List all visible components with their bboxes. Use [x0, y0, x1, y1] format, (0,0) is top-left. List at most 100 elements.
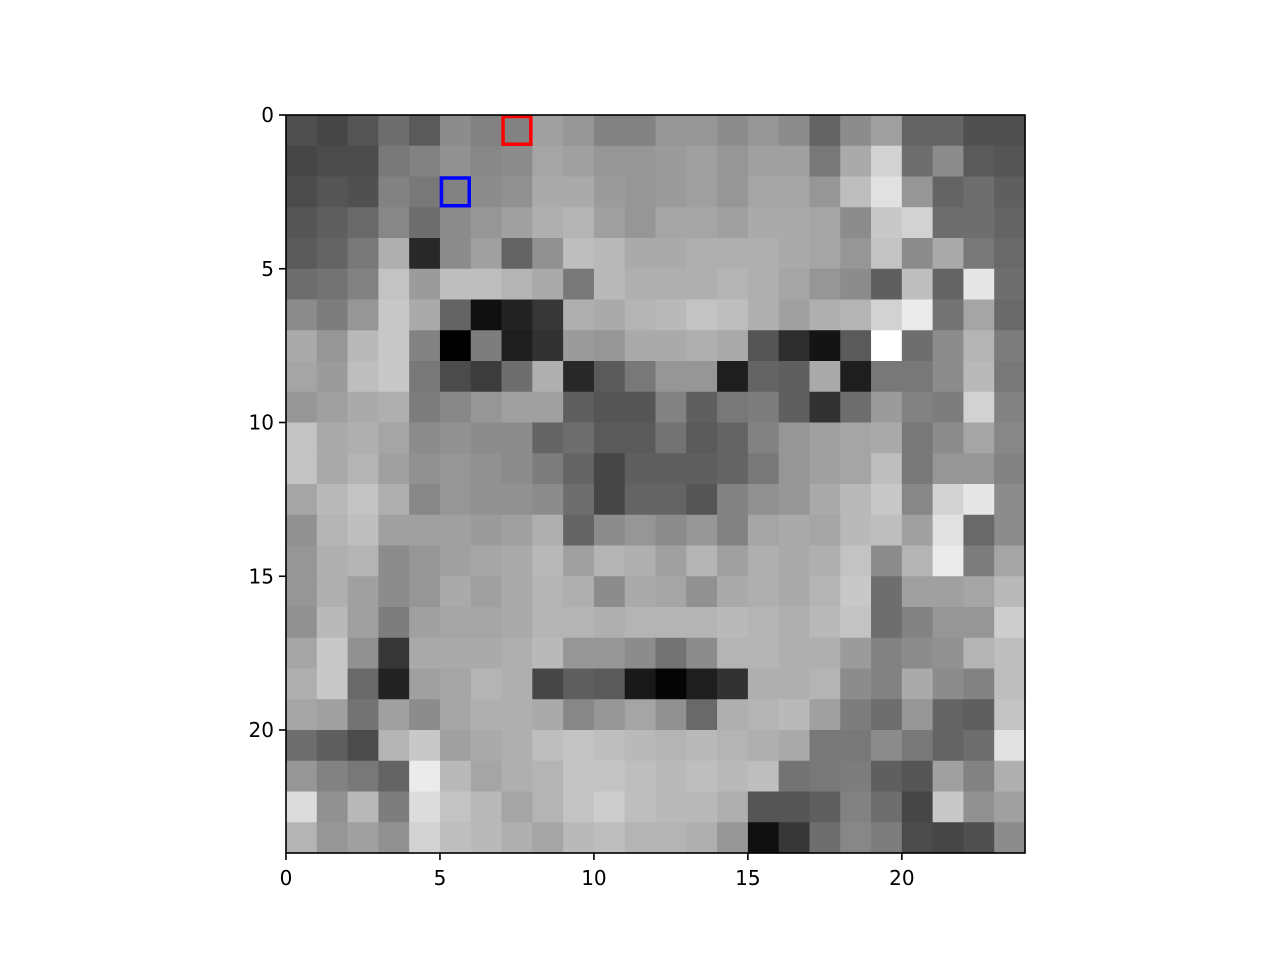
heatmap-cell-r15-c11 [624, 576, 657, 608]
heatmap-cell-r21-c6 [470, 760, 503, 793]
heatmap-cell-r19-c23 [994, 699, 1026, 731]
heatmap-cell-r1-c19 [871, 145, 903, 178]
heatmap-cell-r17-c19 [871, 637, 903, 670]
heatmap-cell-r12-c22 [963, 484, 995, 516]
heatmap-cell-r4-c15 [747, 238, 780, 270]
heatmap-cell-r15-c23 [994, 576, 1026, 608]
heatmap-cell-r22-c10 [593, 791, 626, 823]
heatmap-cell-r14-c6 [470, 545, 503, 577]
heatmap-cell-r10-c17 [809, 422, 841, 454]
heatmap-cell-r0-c13 [686, 115, 718, 147]
heatmap-cell-r3-c8 [532, 207, 564, 239]
heatmap-cell-r4-c10 [593, 238, 626, 270]
heatmap-cell-r17-c0 [286, 637, 318, 670]
heatmap-cell-r12-c14 [717, 484, 749, 516]
heatmap-cell-r11-c7 [501, 453, 533, 485]
heatmap-cell-r15-c3 [378, 576, 410, 608]
heatmap-cell-r11-c8 [532, 453, 564, 485]
heatmap-cell-r3-c16 [778, 207, 811, 239]
heatmap-cell-r13-c21 [932, 514, 965, 547]
heatmap-cell-r16-c9 [563, 607, 595, 639]
heatmap-cell-r15-c13 [686, 576, 718, 608]
heatmap-cell-r6-c12 [655, 299, 687, 331]
heatmap-cell-r17-c10 [593, 637, 626, 670]
heatmap-cell-r14-c3 [378, 545, 410, 577]
heatmap-cell-r6-c11 [624, 299, 657, 331]
heatmap-cell-r9-c18 [840, 391, 872, 424]
heatmap-cell-r13-c2 [347, 514, 379, 547]
heatmap-cell-r10-c8 [532, 422, 564, 454]
heatmap-cell-r12-c4 [409, 484, 441, 516]
heatmap-cell-r14-c4 [409, 545, 441, 577]
heatmap-cell-r18-c2 [347, 668, 379, 700]
heatmap-cell-r7-c6 [470, 330, 503, 362]
heatmap-cell-r23-c10 [593, 822, 626, 854]
heatmap-cell-r1-c2 [347, 145, 379, 178]
heatmap-cell-r4-c20 [901, 238, 934, 270]
heatmap-cell-r9-c17 [809, 391, 841, 424]
heatmap-cell-r15-c1 [316, 576, 349, 608]
heatmap-cell-r1-c10 [593, 145, 626, 178]
heatmap-cell-r11-c0 [286, 453, 318, 485]
heatmap-cell-r14-c14 [717, 545, 749, 577]
heatmap-cell-r3-c2 [347, 207, 379, 239]
heatmap-cell-r2-c12 [655, 176, 687, 208]
heatmap-cell-r16-c22 [963, 607, 995, 639]
heatmap-cell-r5-c7 [501, 268, 533, 301]
heatmap-cell-r3-c19 [871, 207, 903, 239]
heatmap-cell-r1-c14 [717, 145, 749, 178]
heatmap-cell-r21-c14 [717, 760, 749, 793]
heatmap-cell-r8-c11 [624, 361, 657, 393]
heatmap-cell-r11-c22 [963, 453, 995, 485]
heatmap-cell-r18-c22 [963, 668, 995, 700]
heatmap-cell-r18-c3 [378, 668, 410, 700]
heatmap-cell-r9-c5 [439, 391, 472, 424]
heatmap-cell-r3-c20 [901, 207, 934, 239]
heatmap-cell-r14-c5 [439, 545, 472, 577]
heatmap-cell-r19-c19 [871, 699, 903, 731]
heatmap-cell-r5-c13 [686, 268, 718, 301]
heatmap-cell-r14-c21 [932, 545, 965, 577]
heatmap-cell-r16-c1 [316, 607, 349, 639]
heatmap-cell-r19-c12 [655, 699, 687, 731]
heatmap-cell-r7-c12 [655, 330, 687, 362]
heatmap-cell-r22-c4 [409, 791, 441, 823]
heatmap-cell-r1-c22 [963, 145, 995, 178]
heatmap-cell-r12-c7 [501, 484, 533, 516]
heatmap-cell-r20-c11 [624, 730, 657, 762]
heatmap-cell-r17-c18 [840, 637, 872, 670]
heatmap-cell-r1-c5 [439, 145, 472, 178]
heatmap-cell-r14-c2 [347, 545, 379, 577]
heatmap-cell-r13-c20 [901, 514, 934, 547]
heatmap-cell-r22-c12 [655, 791, 687, 823]
heatmap-cell-r3-c10 [593, 207, 626, 239]
heatmap-cell-r11-c15 [747, 453, 780, 485]
heatmap-cell-r21-c7 [501, 760, 533, 793]
heatmap-cell-r16-c19 [871, 607, 903, 639]
heatmap-cell-r0-c9 [563, 115, 595, 147]
heatmap-cell-r19-c18 [840, 699, 872, 731]
heatmap-cell-r11-c2 [347, 453, 379, 485]
heatmap-cell-r21-c4 [409, 760, 441, 793]
heatmap-cell-r17-c14 [717, 637, 749, 670]
heatmap-cell-r22-c0 [286, 791, 318, 823]
heatmap-cell-r15-c9 [563, 576, 595, 608]
heatmap-cell-r11-c3 [378, 453, 410, 485]
heatmap-cell-r22-c7 [501, 791, 533, 823]
heatmap-cell-r7-c3 [378, 330, 410, 362]
heatmap-cell-r3-c12 [655, 207, 687, 239]
heatmap-cell-r10-c1 [316, 422, 349, 454]
heatmap-cell-r12-c16 [778, 484, 811, 516]
heatmap-cell-r17-c22 [963, 637, 995, 670]
heatmap-cell-r12-c2 [347, 484, 379, 516]
heatmap-cell-r22-c8 [532, 791, 564, 823]
heatmap-cell-r13-c3 [378, 514, 410, 547]
heatmap-cell-r4-c6 [470, 238, 503, 270]
heatmap-cell-r20-c18 [840, 730, 872, 762]
heatmap-cell-r5-c15 [747, 268, 780, 301]
heatmap-cell-r16-c7 [501, 607, 533, 639]
heatmap-cell-r8-c12 [655, 361, 687, 393]
heatmap-cell-r15-c4 [409, 576, 441, 608]
heatmap-cell-r6-c16 [778, 299, 811, 331]
heatmap-cell-r7-c4 [409, 330, 441, 362]
